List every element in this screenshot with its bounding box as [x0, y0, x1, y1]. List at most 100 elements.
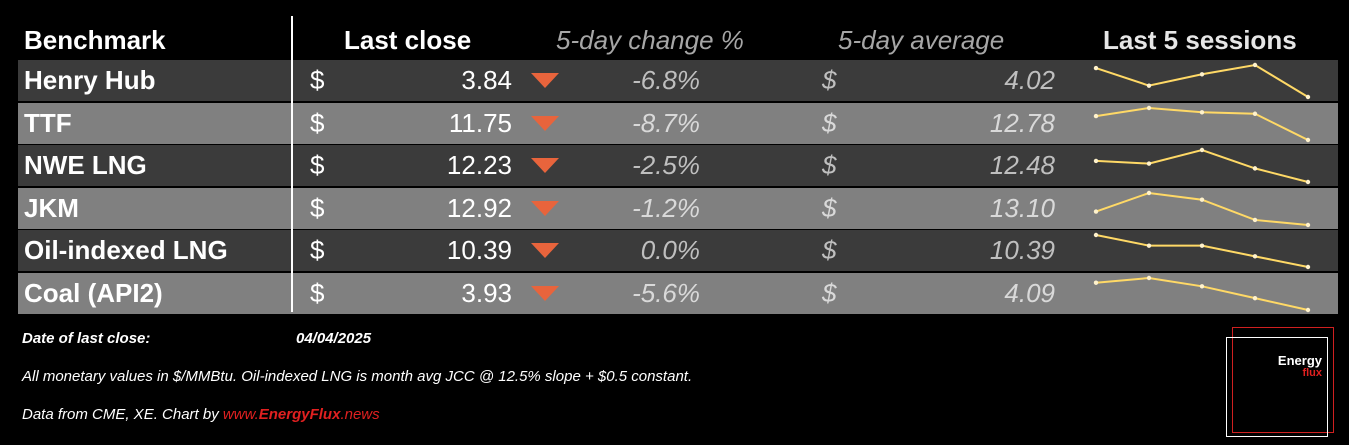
- sparkline-point: [1252, 62, 1258, 68]
- average: 10.39: [989, 235, 1055, 265]
- down-arrow: [531, 243, 559, 258]
- sparkline-point: [1199, 283, 1205, 288]
- currency: $: [822, 277, 837, 308]
- benchmark-name: Oil-indexed LNG: [24, 235, 228, 265]
- logo-line2: flux: [1302, 367, 1322, 379]
- down-arrow: [531, 285, 559, 301]
- currency: $: [822, 150, 837, 180]
- down-arrow-shape: [531, 73, 559, 88]
- change: -2.5%: [632, 150, 700, 180]
- down-arrow: [531, 200, 559, 216]
- currency: $: [822, 192, 837, 223]
- sparkline-line: [1095, 234, 1309, 268]
- change: -1.2%: [632, 192, 700, 223]
- link-part: www.: [222, 406, 259, 423]
- sparkline-point: [1252, 111, 1258, 116]
- sparkline-point: [1093, 65, 1099, 71]
- sparkline-point: [1093, 113, 1099, 118]
- sparkline-point: [1146, 83, 1152, 88]
- link[interactable]: www.EnergyFlux.news: [223, 406, 380, 423]
- credit: Data from CME, XE. Chart by www.EnergyFl…: [22, 406, 380, 423]
- table-row: Oil-indexed LNG $10.39 0.0% $10.39: [18, 230, 1338, 271]
- sparkline-point: [1093, 158, 1099, 164]
- table-row: Henry Hub $3.84 -6.8% $4.02: [18, 60, 1338, 101]
- last-close: 12.23: [446, 150, 512, 180]
- average: 12.78: [989, 107, 1055, 138]
- sparkline: [1093, 147, 1311, 185]
- header-last-close: Last close: [344, 25, 472, 55]
- sparkline-point: [1252, 166, 1258, 171]
- change: -6.8%: [632, 65, 700, 95]
- sparkline-point: [1305, 94, 1311, 100]
- table-row: JKM $12.92 -1.2% $13.10: [18, 187, 1338, 229]
- link-part: .news: [340, 406, 380, 423]
- down-arrow-shape: [531, 115, 559, 131]
- sparkline-point: [1252, 295, 1258, 300]
- currency: $: [822, 107, 837, 138]
- currency: $: [310, 107, 325, 138]
- change: 0.0%: [640, 235, 700, 265]
- last-close: 10.39: [446, 235, 512, 265]
- sparkline-point: [1146, 243, 1152, 248]
- table-row: NWE LNG $12.23 -2.5% $12.48: [18, 145, 1338, 186]
- table-row: Coal (API2) $3.93 -5.6% $4.09: [18, 272, 1338, 314]
- sparkline-point: [1146, 105, 1152, 110]
- average: 13.10: [989, 192, 1055, 223]
- down-arrow-shape: [531, 243, 559, 258]
- sparkline-point: [1093, 232, 1099, 238]
- last-close: 11.75: [448, 107, 512, 138]
- currency: $: [822, 235, 837, 265]
- currency: $: [310, 192, 325, 223]
- average: 4.02: [1004, 65, 1055, 95]
- sparkline-point: [1146, 275, 1152, 280]
- sparkline-point: [1199, 197, 1205, 202]
- sparkline-point: [1305, 137, 1311, 142]
- sparkline-point: [1252, 217, 1258, 222]
- benchmark-name: Henry Hub: [24, 65, 156, 95]
- logo-line1: Energy: [1277, 353, 1322, 368]
- sparkline: [1093, 105, 1311, 142]
- sparkline-point: [1146, 161, 1152, 166]
- currency: $: [310, 235, 325, 265]
- sparkline-point: [1305, 222, 1311, 227]
- currency: $: [310, 65, 325, 95]
- sparkline-point: [1305, 179, 1311, 185]
- sparkline: [1093, 62, 1311, 100]
- last-close: 3.93: [461, 277, 512, 308]
- benchmark-name: JKM: [24, 192, 79, 223]
- benchmark-name: NWE LNG: [24, 150, 147, 180]
- sparkline-point: [1093, 280, 1099, 285]
- benchmark-name: TTF: [24, 107, 72, 138]
- change: -8.7%: [632, 107, 700, 138]
- sparkline-point: [1305, 264, 1311, 270]
- link-part: EnergyFlux: [258, 406, 341, 423]
- down-arrow: [531, 115, 559, 131]
- average: 4.09: [1004, 277, 1055, 308]
- header-benchmark: Benchmark: [24, 25, 166, 55]
- change: -5.6%: [632, 277, 700, 308]
- currency: $: [310, 150, 325, 180]
- header-average: 5-day average: [838, 25, 1005, 55]
- sparkline-line: [1095, 63, 1309, 98]
- sparkline-point: [1199, 147, 1205, 153]
- header-change: 5-day change %: [556, 25, 744, 55]
- down-arrow-shape: [531, 200, 559, 216]
- sparkline-line: [1095, 148, 1309, 183]
- note: All monetary values in $/MMBtu. Oil-inde…: [22, 368, 693, 385]
- sparkline-point: [1199, 109, 1205, 114]
- last-close: 12.92: [446, 192, 512, 223]
- credit-text: Data from CME, XE. Chart by: [22, 406, 219, 423]
- sparkline: [1093, 190, 1311, 227]
- down-arrow-shape: [531, 285, 559, 301]
- date: 04/04/2025: [296, 330, 372, 347]
- sparkline-point: [1093, 208, 1099, 214]
- last-close: 3.84: [461, 65, 512, 95]
- sparkline: [1093, 232, 1311, 270]
- date-label: Date of last close:: [22, 330, 151, 347]
- logo-frame: [1232, 327, 1334, 433]
- table-row: TTF $11.75 -8.7% $12.78: [18, 102, 1338, 144]
- sparkline-point: [1146, 190, 1152, 195]
- currency: $: [822, 65, 837, 95]
- header-sessions: Last 5 sessions: [1103, 25, 1297, 55]
